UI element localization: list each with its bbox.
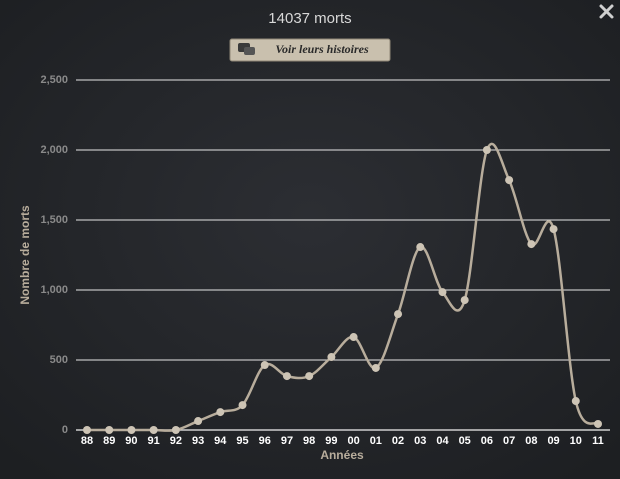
x-tick-label: 91	[148, 435, 160, 447]
close-icon	[599, 4, 614, 19]
x-tick-label: 10	[570, 435, 582, 447]
x-tick-label: 99	[325, 435, 337, 447]
x-tick-label: 90	[125, 435, 137, 447]
point	[282, 372, 291, 381]
y-axis-label: Nombre de morts	[18, 205, 32, 305]
point	[416, 243, 425, 252]
x-tick-label: 00	[347, 435, 359, 447]
x-tick-label: 95	[236, 435, 248, 447]
point	[394, 310, 403, 319]
x-tick-label: 97	[281, 435, 293, 447]
point	[505, 176, 514, 185]
x-tick-label: 09	[547, 435, 559, 447]
point	[194, 417, 203, 426]
x-tick-label: 01	[370, 435, 382, 447]
x-tick-label: 07	[503, 435, 515, 447]
close-button[interactable]	[599, 4, 614, 19]
y-tick-label: 1,000	[40, 284, 68, 296]
point	[105, 426, 114, 434]
x-tick-label: 02	[392, 435, 404, 447]
chart-title: 14037 morts	[268, 10, 351, 27]
point	[438, 288, 447, 297]
point	[216, 408, 225, 417]
x-tick-label: 88	[81, 435, 93, 447]
x-tick-label: 94	[214, 435, 227, 447]
point	[83, 426, 91, 434]
point	[594, 419, 602, 428]
x-axis-label: Années	[320, 448, 364, 462]
y-tick-label: 0	[62, 424, 68, 436]
point	[571, 397, 580, 406]
x-tick-label: 98	[303, 435, 315, 447]
point	[149, 426, 158, 434]
point	[305, 372, 314, 381]
point	[238, 401, 247, 410]
y-tick-label: 1,500	[40, 214, 68, 226]
bubble-icon	[244, 47, 255, 55]
y-tick-label: 500	[50, 354, 68, 366]
point	[127, 426, 136, 434]
y-tick-label: 2,000	[40, 144, 68, 156]
point	[460, 296, 469, 305]
point	[260, 361, 269, 370]
x-tick-label: 05	[459, 435, 471, 447]
point	[171, 426, 180, 434]
point	[527, 240, 536, 249]
button-label: Voir leurs histoires	[275, 42, 369, 56]
point	[482, 146, 491, 154]
x-tick-label: 96	[259, 435, 271, 447]
point	[549, 225, 558, 234]
y-tick-label: 2,500	[40, 74, 68, 86]
x-tick-label: 93	[192, 435, 204, 447]
x-tick-label: 92	[170, 435, 182, 447]
point	[327, 353, 336, 362]
x-tick-label: 08	[525, 435, 537, 447]
x-tick-label: 04	[436, 435, 449, 447]
x-tick-label: 89	[103, 435, 115, 447]
x-tick-label: 06	[481, 435, 493, 447]
x-tick-label: 11	[592, 435, 604, 447]
x-tick-label: 03	[414, 435, 426, 447]
stories-button[interactable]: Voir leurs histoires	[229, 38, 391, 62]
point	[349, 333, 358, 342]
point	[371, 363, 380, 372]
button-background	[229, 38, 391, 62]
